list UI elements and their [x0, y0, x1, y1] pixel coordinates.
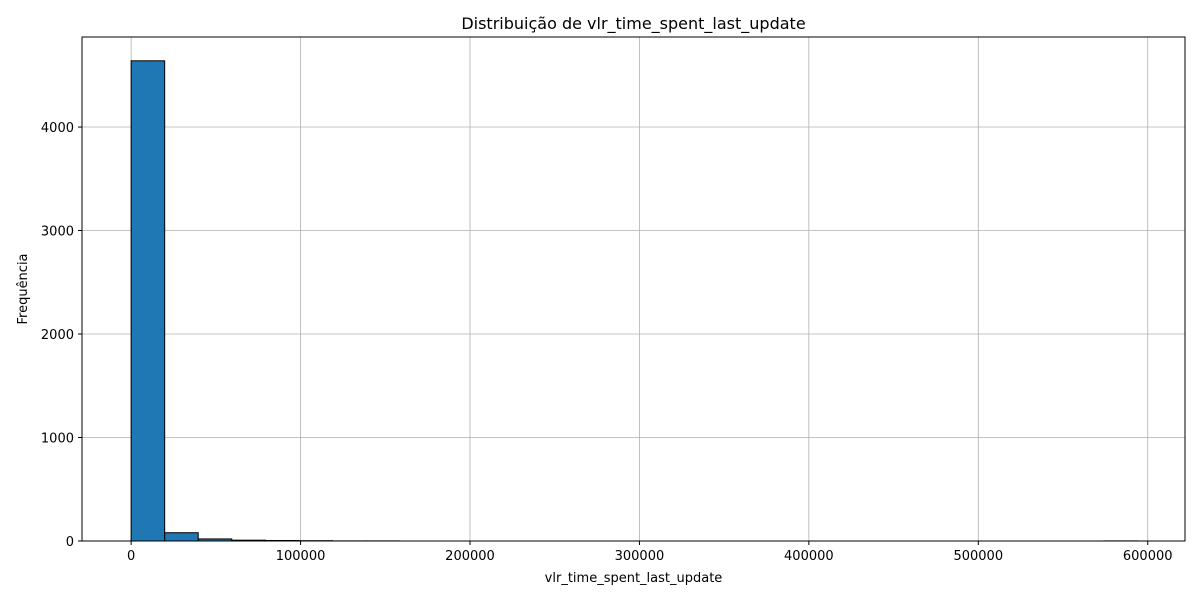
ticks: 0 100000 200000 300000 400000 500000 600000 0 10… [41, 121, 1173, 564]
x-tick-label: 400000 [784, 549, 834, 564]
plot-area-frame [82, 37, 1185, 541]
x-tick-label: 200000 [445, 549, 495, 564]
y-tick-label: 3000 [41, 225, 74, 240]
histogram-bar [165, 533, 199, 541]
y-tick-label: 4000 [41, 121, 74, 136]
x-tick-label: 100000 [276, 549, 326, 564]
x-tick-label: 600000 [1123, 549, 1173, 564]
x-tick-label: 500000 [953, 549, 1003, 564]
x-tick-label: 300000 [615, 549, 665, 564]
x-tick-label: 0 [127, 549, 135, 564]
histogram-bar [131, 61, 165, 541]
y-tick-label: 1000 [41, 432, 74, 447]
x-axis-label: vlr_time_spent_last_update [545, 571, 723, 586]
y-tick-label: 0 [66, 535, 74, 550]
y-axis-label: Frequência [16, 253, 31, 324]
y-tick-label: 2000 [41, 328, 74, 343]
chart-title: Distribuição de vlr_time_spent_last_upda… [461, 14, 805, 34]
bars [131, 61, 1137, 541]
grid [82, 37, 1185, 541]
